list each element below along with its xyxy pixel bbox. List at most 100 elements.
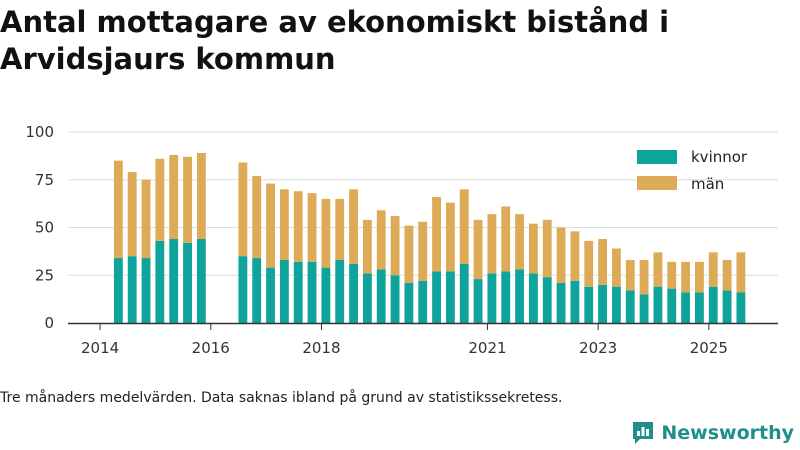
bar-man [390, 216, 400, 276]
bar-man [183, 156, 192, 243]
brand-logo: Newsworthy [631, 420, 794, 446]
bar-kvinnor [169, 238, 179, 323]
y-tick-label: 75 [35, 171, 54, 189]
bar-kvinnor [570, 280, 580, 323]
bar-man [141, 179, 151, 259]
bar-kvinnor [141, 258, 151, 323]
bar-kvinnor [556, 282, 566, 323]
bar-man [722, 259, 732, 291]
bar-man [445, 202, 455, 272]
bar-man [155, 158, 165, 241]
bar-man [556, 227, 566, 283]
bar-kvinnor [584, 286, 594, 323]
bar-kvinnor [127, 256, 137, 323]
bar-kvinnor [528, 273, 538, 323]
bar-kvinnor [501, 271, 511, 323]
bar-kvinnor [252, 258, 262, 323]
x-tick-label: 2021 [468, 339, 506, 357]
bar-kvinnor [376, 269, 386, 323]
y-tick-label: 25 [35, 266, 54, 284]
bar-kvinnor [155, 240, 165, 323]
bar-man [501, 206, 511, 272]
bar-kvinnor [266, 267, 275, 323]
bar-kvinnor [238, 256, 248, 323]
bar-kvinnor [113, 258, 123, 323]
bar-kvinnor [183, 242, 192, 323]
x-tick-label: 2023 [579, 339, 617, 357]
legend-label-man: män [691, 175, 724, 193]
bar-kvinnor [694, 292, 704, 323]
bar-man [570, 231, 580, 281]
stacked-bar-chart: 0 25 50 75 100 2014 2016 2018 2021 2023 2025 kvin… [25, 123, 778, 357]
bar-man [252, 175, 262, 259]
bar-kvinnor [598, 284, 608, 323]
chart-title: Antal mottagare av ekonomiskt bistånd i … [0, 5, 670, 76]
x-tick-label: 2025 [690, 339, 728, 357]
bar-kvinnor [736, 292, 746, 323]
bar-kvinnor [404, 282, 414, 323]
bars [113, 153, 746, 323]
bar-man [598, 238, 608, 285]
y-tick-label: 50 [35, 219, 54, 237]
bar-man [708, 252, 718, 287]
bar-kvinnor [335, 259, 345, 323]
bar-man [335, 198, 345, 260]
bar-kvinnor [722, 290, 732, 323]
x-tick-label: 2014 [81, 339, 119, 357]
bar-man [127, 172, 137, 257]
bar-man [611, 248, 621, 287]
bar-man [362, 219, 372, 274]
bar-man [694, 261, 704, 293]
legend-swatch-man [637, 176, 677, 190]
bar-man [487, 214, 497, 274]
bar-man [279, 189, 289, 260]
bar-kvinnor [473, 279, 483, 323]
bar-kvinnor [611, 286, 621, 323]
bar-man [681, 261, 691, 293]
x-tick-label: 2018 [302, 339, 340, 357]
bar-man [639, 259, 649, 295]
bar-man [584, 240, 594, 287]
bar-kvinnor [459, 263, 469, 323]
y-tick-label: 0 [44, 314, 54, 332]
bar-kvinnor [445, 271, 455, 323]
bar-man [625, 259, 635, 291]
bar-kvinnor [418, 280, 428, 323]
bar-man [418, 221, 428, 281]
bar-man [307, 193, 317, 262]
bar-man [667, 261, 677, 289]
bar-kvinnor [625, 290, 635, 323]
y-tick-label: 100 [25, 123, 54, 141]
footnote: Tre månaders medelvärden. Data saknas ib… [0, 390, 563, 406]
bar-man [404, 225, 414, 283]
bar-man [473, 219, 483, 280]
bar-man [376, 210, 386, 270]
bar-kvinnor [196, 238, 206, 323]
brand-name: Newsworthy [661, 422, 794, 444]
bar-kvinnor [307, 261, 317, 323]
legend-swatch-kvinnor [637, 150, 677, 164]
x-axis: 2014 2016 2018 2021 2023 2025 [68, 322, 778, 357]
bar-kvinnor [362, 273, 372, 323]
bar-kvinnor [432, 271, 441, 323]
bar-man [528, 223, 538, 274]
bar-kvinnor [279, 259, 289, 323]
bar-man [113, 160, 123, 259]
bar-kvinnor [515, 269, 524, 323]
bar-man [653, 252, 663, 287]
legend: kvinnor män [637, 148, 748, 193]
bar-kvinnor [349, 263, 358, 323]
bar-kvinnor [681, 292, 691, 323]
bar-kvinnor [653, 286, 663, 323]
bar-man [459, 189, 469, 264]
bar-man [293, 191, 303, 262]
bar-man [321, 198, 331, 268]
bar-kvinnor [390, 275, 400, 323]
bar-man [238, 162, 248, 257]
newsworthy-logo-icon [633, 422, 654, 444]
bar-kvinnor [708, 286, 718, 323]
bar-kvinnor [639, 294, 649, 323]
x-tick-label: 2016 [192, 339, 230, 357]
bar-man [515, 214, 524, 270]
bar-kvinnor [321, 267, 331, 323]
